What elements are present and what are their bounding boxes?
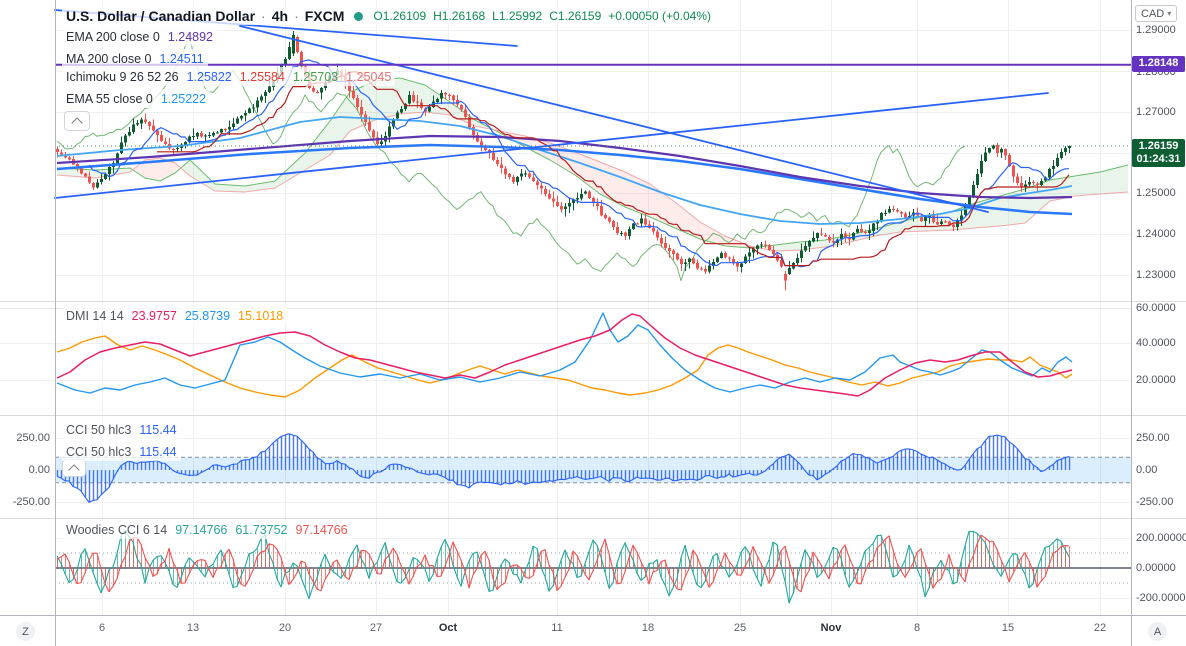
time-axis-label: 11 — [551, 622, 563, 634]
legend-value: 1.25584 — [239, 69, 285, 84]
ohlc-value: L1.25992 — [492, 9, 543, 23]
time-axis-label: 13 — [186, 622, 200, 634]
pane-legend-value: 97.14766 — [295, 522, 348, 537]
title-separator: · — [261, 8, 266, 24]
legend-value: 1.24892 — [167, 29, 213, 44]
price-axis-label: 200.00000 — [1136, 532, 1186, 544]
chevron-up-icon — [71, 116, 83, 129]
title-separator: · — [294, 8, 299, 24]
legend-value: 1.25822 — [186, 69, 232, 84]
price-axis-label: 60.0000 — [1136, 302, 1176, 314]
time-axis-label: 6 — [98, 622, 106, 634]
time-axis-label: 20 — [278, 622, 292, 634]
collapse-cci-pane-button[interactable] — [62, 459, 86, 477]
price-axis-label: 20.0000 — [1136, 374, 1176, 386]
legend-row[interactable]: MA 200 close 0 1.24511 — [62, 49, 208, 68]
time-axis-label: 8 — [913, 622, 921, 634]
symbol-header[interactable]: U.S. Dollar / Canadian Dollar · 4h · FXC… — [62, 7, 716, 25]
market-status-icon — [354, 11, 364, 21]
pane-legend-row[interactable]: CCI 50 hlc3 115.44 — [62, 420, 181, 439]
legend-name: Ichimoku 9 26 52 26 — [66, 69, 179, 84]
chevron-down-icon: ▾ — [1167, 9, 1172, 18]
price-axis-label: 1.25000 — [1136, 187, 1176, 199]
legend-name: EMA 55 close 0 — [66, 91, 153, 106]
timezone-button[interactable]: Z — [16, 622, 35, 641]
legend-value: 1.24511 — [159, 51, 204, 66]
price-axis-label: 1.23000 — [1136, 269, 1176, 281]
exchange-label: FXCM — [304, 8, 345, 24]
pane-legend-name: CCI 50 hlc3 — [66, 422, 132, 437]
currency-label: CAD — [1141, 7, 1165, 20]
pane-legend-value: 25.8739 — [184, 308, 231, 323]
time-axis-label: 27 — [369, 622, 383, 634]
pane-legend-value: 61.73752 — [235, 522, 288, 537]
ohlc-value: H1.26168 — [433, 9, 486, 23]
price-axis-label: 0.00 — [1136, 464, 1158, 476]
legend-name: EMA 200 close 0 — [66, 29, 160, 44]
ohlc-value: C1.26159 — [549, 9, 602, 23]
ohlc-values: O1.26109 H1.26168 L1.25992 C1.26159 +0.00050… — [373, 9, 711, 23]
ohlc-value: O1.26109 — [373, 9, 427, 23]
price-axis-label: 1.24000 — [1136, 228, 1176, 240]
legend-value: 1.25222 — [160, 91, 207, 106]
pane-legend-row[interactable]: CCI 50 hlc3 115.44 — [62, 442, 181, 461]
price-axis-label: 40.0000 — [1136, 337, 1176, 349]
legend-row[interactable]: EMA 55 close 0 1.25222 — [62, 89, 211, 108]
pane-legend-value: 23.9757 — [131, 308, 177, 323]
chevron-up-icon — [68, 463, 80, 476]
left-axis-label: -250.00 — [12, 496, 50, 508]
price-axis-label: 1.29000 — [1136, 24, 1176, 36]
time-axis-label: 18 — [641, 622, 655, 634]
pane-legend-value: 15.1018 — [238, 308, 284, 323]
legend-row[interactable]: Ichimoku 9 26 52 26 1.25822 1.25584 1.2570… — [62, 67, 396, 86]
change-value: +0.00050 (+0.04%) — [608, 9, 712, 23]
pane-legend-value: 115.44 — [139, 422, 177, 437]
left-axis-label: 0.00 — [28, 464, 50, 476]
legend-name: MA 200 close 0 — [66, 51, 152, 66]
price-axis-label: 0.00000 — [1136, 562, 1176, 574]
time-axis-label: 15 — [1001, 622, 1015, 634]
legend-value: 1.25045 — [346, 69, 392, 84]
time-axis-label: Nov — [820, 622, 842, 634]
symbol-title: U.S. Dollar / Canadian Dollar — [66, 8, 256, 24]
currency-toggle-button[interactable]: CAD ▾ — [1135, 5, 1178, 22]
pane-legend-name: CCI 50 hlc3 — [66, 444, 132, 459]
price-label-chip: 1.26159 01:24:31 — [1132, 139, 1185, 167]
pane-legend-value: 97.14766 — [175, 522, 228, 537]
legend-row[interactable]: EMA 200 close 0 1.24892 — [62, 27, 217, 46]
price-axis-label: 250.00 — [1136, 432, 1170, 444]
price-label-chip: 1.28148 — [1132, 56, 1185, 72]
price-axis-label: -200.00000 — [1136, 592, 1186, 604]
pane-legend-row[interactable]: Woodies CCI 6 14 97.14766 61.73752 97.1476… — [62, 520, 352, 539]
time-axis-label: 22 — [1093, 622, 1107, 634]
pane-legend-name: DMI 14 14 — [66, 308, 124, 323]
left-axis-label: 250.00 — [16, 432, 50, 444]
price-axis-label: -250.00 — [1136, 496, 1174, 508]
price-axis-label: 1.27000 — [1136, 106, 1176, 118]
collapse-legend-button[interactable] — [64, 111, 90, 131]
interval-label: 4h — [271, 8, 289, 24]
time-axis-label: Oct — [438, 622, 458, 634]
time-axis-label: 25 — [733, 622, 747, 634]
pane-legend-name: Woodies CCI 6 14 — [66, 522, 168, 537]
pane-legend-value: 115.44 — [139, 444, 177, 459]
auto-scale-button[interactable]: A — [1148, 622, 1167, 641]
legend-value: 1.25703 — [292, 69, 339, 84]
pane-legend-row[interactable]: DMI 14 14 23.9757 25.8739 15.1018 — [62, 306, 288, 325]
